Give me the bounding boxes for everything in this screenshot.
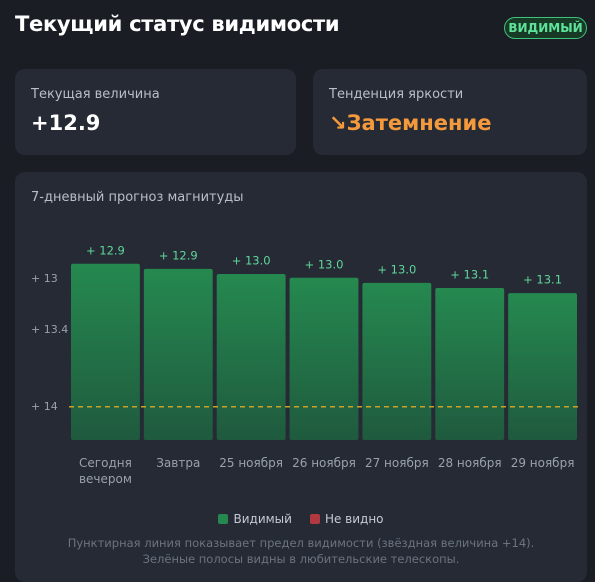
value-label: + 12.9 — [86, 243, 125, 257]
chart: + 13 + 13.4 + 14 + 12.9 + 12.9 + 13.0 + 13.0 + … — [31, 243, 579, 440]
bar — [71, 263, 140, 440]
legend: Видимый Не видно — [15, 512, 587, 526]
chart-note: Пунктирная линия показывает предел видим… — [67, 536, 535, 566]
bar — [289, 277, 359, 440]
x-tick-label: Сегодня вечером — [78, 456, 132, 486]
card-value: +12.9 — [31, 111, 101, 135]
trend-text: Затемнение — [346, 111, 492, 135]
x-tick-label: Завтра — [156, 456, 201, 470]
y-tick-label: + 13.4 — [31, 323, 68, 336]
page-title: Текущий статус видимости — [15, 12, 340, 36]
chart-title: 7-дневный прогноз магнитуды — [31, 190, 244, 205]
legend-swatch — [309, 514, 320, 524]
value-label: + 13.1 — [450, 268, 489, 282]
trend-icon: ↘ — [329, 111, 347, 135]
x-tick-label: 27 ноября — [364, 456, 429, 470]
trend-card: Тенденция яркости ↘Затемнение — [313, 69, 587, 155]
x-tick-label: 29 ноября — [510, 456, 575, 470]
y-tick-label: + 13 — [31, 272, 58, 285]
bar — [508, 293, 577, 440]
bar — [435, 288, 505, 440]
card-label: Тенденция яркости — [329, 87, 464, 102]
bar — [216, 273, 286, 440]
legend-label: Не видно — [324, 512, 384, 526]
value-label: + 12.9 — [159, 248, 198, 262]
legend-swatch — [218, 514, 229, 524]
bar — [362, 282, 432, 440]
card-value: ↘Затемнение — [329, 111, 492, 135]
chart-card: 7-дневный прогноз магнитуды + 13 + 13.4 + … — [15, 172, 587, 582]
legend-item: Не видно — [309, 512, 384, 526]
y-tick-label: + 14 — [31, 400, 58, 413]
x-tick-label: 26 ноября — [292, 456, 356, 470]
card-label: Текущая величина — [31, 87, 160, 102]
x-tick-label: 25 ноября — [219, 456, 283, 470]
legend-item: Видимый — [218, 512, 292, 526]
x-tick-label: 28 ноября — [437, 456, 502, 470]
value-label: + 13.1 — [523, 273, 562, 287]
bar — [143, 268, 213, 440]
value-label: + 13.0 — [232, 253, 271, 267]
magnitude-card: Текущая величина +12.9 — [15, 69, 296, 155]
value-label: + 13.0 — [305, 257, 344, 271]
legend-label: Видимый — [233, 512, 292, 526]
status-badge: ВИДИМЫЙ — [504, 17, 587, 39]
value-label: + 13.0 — [377, 262, 416, 276]
